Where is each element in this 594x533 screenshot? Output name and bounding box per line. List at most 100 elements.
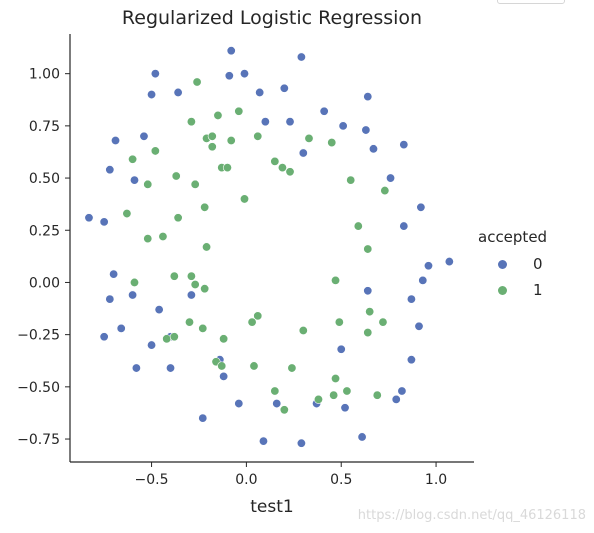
data-point-series-0	[338, 121, 348, 131]
data-point-series-0	[260, 117, 270, 127]
data-point-series-1	[207, 131, 217, 141]
y-tick-label: 0.00	[29, 275, 60, 291]
data-point-series-0	[357, 432, 367, 442]
data-point-series-0	[99, 217, 109, 227]
data-point-series-1	[200, 284, 210, 294]
data-point-series-0	[99, 332, 109, 342]
legend-marker-0	[498, 259, 507, 269]
data-point-series-1	[331, 373, 341, 383]
legend-item-0: 0	[478, 251, 547, 277]
data-point-series-1	[331, 275, 341, 285]
data-point-series-1	[200, 202, 210, 212]
data-point-series-1	[128, 154, 138, 164]
data-point-series-1	[380, 186, 390, 196]
data-point-series-1	[378, 317, 388, 327]
data-point-series-1	[169, 271, 179, 281]
data-point-series-0	[340, 403, 350, 413]
legend-marker-1	[498, 285, 507, 295]
data-point-series-1	[253, 131, 263, 141]
y-tick-label: 0.50	[29, 171, 60, 187]
data-point-series-1	[285, 167, 295, 177]
data-point-series-1	[186, 271, 196, 281]
data-point-series-1	[298, 325, 308, 335]
y-tick-label: 0.25	[29, 223, 60, 239]
data-point-series-1	[150, 146, 160, 156]
data-point-series-1	[304, 133, 314, 143]
data-point-series-1	[346, 175, 356, 185]
data-point-series-0	[368, 144, 378, 154]
data-point-series-1	[279, 405, 289, 415]
data-point-series-0	[444, 257, 454, 267]
data-point-series-0	[296, 438, 306, 448]
data-point-series-0	[111, 135, 121, 145]
data-point-series-1	[213, 110, 223, 120]
data-point-series-0	[129, 175, 139, 185]
data-point-series-1	[219, 334, 229, 344]
data-point-series-0	[166, 363, 176, 373]
legend-label-1: 1	[533, 281, 543, 299]
data-point-series-1	[247, 317, 257, 327]
data-point-series-0	[147, 340, 157, 350]
data-point-series-0	[319, 106, 329, 116]
data-point-series-1	[222, 163, 232, 173]
data-point-series-0	[423, 261, 433, 271]
data-point-series-1	[169, 332, 179, 342]
data-point-series-1	[186, 117, 196, 127]
data-point-series-0	[255, 87, 265, 97]
data-point-series-0	[198, 413, 208, 423]
data-point-series-1	[226, 135, 236, 145]
data-point-series-0	[298, 148, 308, 158]
data-point-series-0	[128, 290, 138, 300]
x-axis-label: test1	[250, 497, 294, 517]
data-point-series-0	[406, 355, 416, 365]
data-point-series-0	[285, 117, 295, 127]
data-point-series-0	[234, 399, 244, 409]
data-point-series-1	[190, 280, 200, 290]
watermark: https://blog.csdn.net/qq_46126118	[357, 508, 586, 523]
data-point-series-1	[270, 156, 280, 166]
legend-item-1: 1	[478, 277, 547, 303]
data-point-series-1	[287, 363, 297, 373]
data-point-series-1	[277, 163, 287, 173]
x-tick-label: 0.5	[330, 472, 352, 488]
data-point-series-1	[249, 361, 259, 371]
data-point-series-1	[207, 142, 217, 152]
data-point-series-1	[363, 328, 373, 338]
data-point-series-1	[171, 171, 181, 181]
data-point-series-1	[198, 323, 208, 333]
data-point-series-0	[272, 399, 282, 409]
data-point-series-0	[406, 294, 416, 304]
data-point-series-1	[143, 179, 153, 189]
x-tick-label: −0.5	[135, 472, 169, 488]
data-point-series-1	[329, 390, 339, 400]
y-tick-label: −0.25	[17, 328, 60, 344]
y-tick-label: 1.00	[29, 67, 60, 83]
data-point-series-0	[226, 46, 236, 56]
y-tick-label: 0.75	[29, 119, 60, 135]
data-point-series-0	[296, 52, 306, 62]
data-point-series-0	[131, 363, 141, 373]
chart-title: Regularized Logistic Regression	[121, 7, 423, 29]
data-point-series-0	[336, 344, 346, 354]
data-point-series-1	[342, 386, 352, 396]
data-point-series-0	[147, 90, 157, 100]
data-point-series-0	[386, 173, 396, 183]
data-point-series-0	[361, 125, 371, 135]
legend-label-0: 0	[533, 255, 543, 273]
data-point-series-1	[202, 242, 212, 252]
data-point-series-1	[353, 221, 363, 231]
data-point-series-1	[158, 232, 168, 242]
data-point-series-1	[372, 390, 382, 400]
data-point-series-0	[116, 323, 126, 333]
data-point-series-0	[414, 321, 424, 331]
data-point-series-1	[173, 213, 183, 223]
data-point-series-0	[154, 305, 164, 315]
data-point-series-1	[190, 179, 200, 189]
data-point-series-1	[192, 77, 202, 87]
data-point-series-0	[258, 436, 268, 446]
data-point-series-0	[239, 69, 249, 79]
y-tick-label: −0.75	[17, 432, 60, 448]
data-point-series-0	[105, 294, 115, 304]
data-point-series-1	[162, 334, 172, 344]
